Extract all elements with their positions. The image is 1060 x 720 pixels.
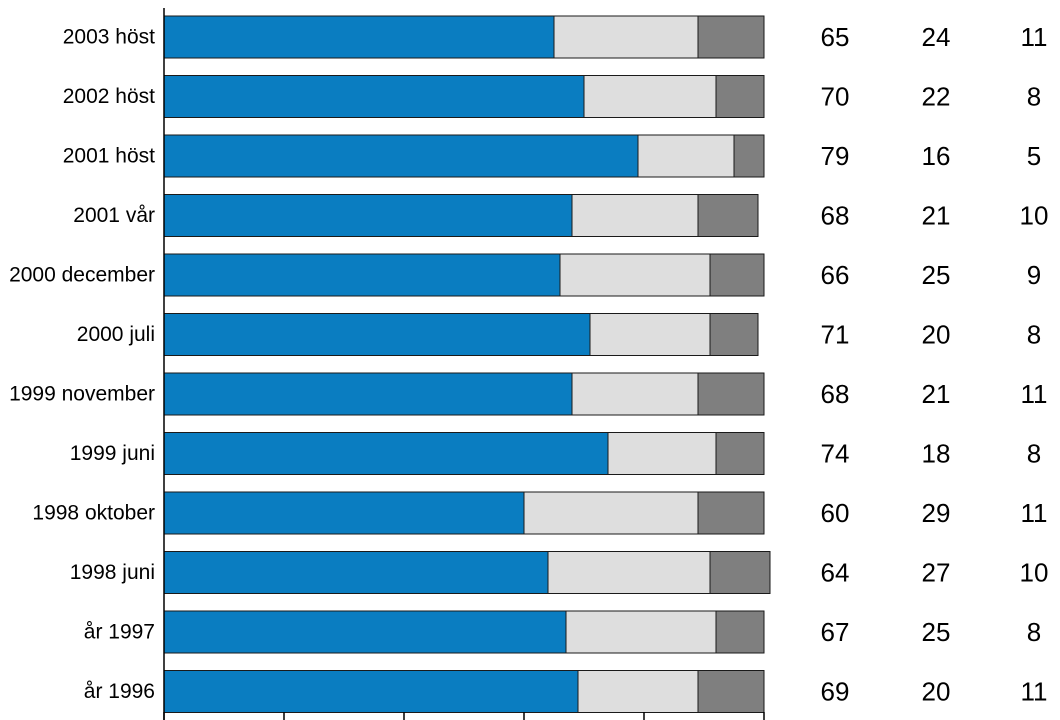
bar-segment-secondary bbox=[637, 134, 735, 178]
bar-segment-tertiary bbox=[715, 610, 765, 654]
value-label-tertiary: 10 bbox=[1020, 201, 1049, 231]
value-label-secondary: 21 bbox=[922, 201, 951, 231]
bar-segment-secondary bbox=[571, 372, 699, 416]
bar-segment-secondary bbox=[583, 75, 717, 118]
bar-segment-primary bbox=[163, 75, 585, 118]
category-label: 1998 juni bbox=[70, 561, 155, 584]
value-label-primary: 65 bbox=[821, 22, 850, 52]
category-label: 2001 höst bbox=[63, 145, 155, 168]
value-label-tertiary: 11 bbox=[1021, 22, 1048, 52]
bar-segment-tertiary bbox=[697, 194, 759, 237]
category-label: 2000 juli bbox=[77, 323, 155, 346]
value-label-primary: 69 bbox=[821, 677, 850, 707]
value-label-secondary: 20 bbox=[922, 320, 951, 350]
bar-segment-secondary bbox=[577, 670, 699, 713]
value-label-primary: 71 bbox=[821, 320, 850, 350]
value-label-tertiary: 8 bbox=[1027, 82, 1041, 112]
category-label: år 1996 bbox=[84, 680, 155, 703]
category-label: 2000 december bbox=[9, 264, 155, 287]
bar-segment-secondary bbox=[565, 610, 717, 654]
value-label-secondary: 27 bbox=[922, 558, 951, 588]
value-label-tertiary: 10 bbox=[1020, 558, 1049, 588]
value-label-tertiary: 11 bbox=[1021, 677, 1048, 707]
bar-segment-primary bbox=[163, 313, 591, 356]
bar-segment-tertiary bbox=[715, 75, 765, 118]
bar-segment-primary bbox=[163, 432, 609, 475]
category-label: 1999 juni bbox=[70, 442, 155, 465]
bar-segment-primary bbox=[163, 134, 639, 178]
bar-segment-secondary bbox=[607, 432, 717, 475]
value-label-primary: 70 bbox=[821, 82, 850, 112]
value-label-secondary: 25 bbox=[922, 617, 951, 647]
bar-segment-tertiary bbox=[697, 15, 765, 59]
bar-segment-tertiary bbox=[733, 134, 765, 178]
bar-segment-tertiary bbox=[697, 372, 765, 416]
axis-layer bbox=[163, 8, 765, 720]
bar-segment-secondary bbox=[523, 491, 699, 535]
value-label-primary: 64 bbox=[821, 558, 850, 588]
bar-segment-tertiary bbox=[715, 432, 765, 475]
value-label-tertiary: 11 bbox=[1021, 498, 1048, 528]
bar-segment-primary bbox=[163, 253, 561, 297]
value-label-primary: 74 bbox=[821, 439, 850, 469]
value-label-tertiary: 8 bbox=[1027, 617, 1041, 647]
bar-segment-tertiary bbox=[709, 313, 759, 356]
value-label-primary: 67 bbox=[821, 617, 850, 647]
value-label-tertiary: 8 bbox=[1027, 320, 1041, 350]
bar-segment-secondary bbox=[547, 551, 711, 594]
bar-segment-primary bbox=[163, 15, 555, 59]
value-label-secondary: 29 bbox=[922, 498, 951, 528]
bar-segment-tertiary bbox=[709, 551, 771, 594]
bar-segment-secondary bbox=[559, 253, 711, 297]
value-label-primary: 79 bbox=[821, 141, 850, 171]
bar-segment-tertiary bbox=[709, 253, 765, 297]
labels-layer: 2003 höst 65 24 11 2002 höst 70 22 8 2001 höst 79… bbox=[9, 22, 1048, 707]
bar-segment-secondary bbox=[553, 15, 699, 59]
bar-segment-primary bbox=[163, 670, 579, 713]
value-label-primary: 68 bbox=[821, 201, 850, 231]
value-label-secondary: 16 bbox=[922, 141, 951, 171]
value-label-secondary: 20 bbox=[922, 677, 951, 707]
bar-segment-secondary bbox=[571, 194, 699, 237]
value-label-primary: 68 bbox=[821, 379, 850, 409]
value-label-primary: 66 bbox=[821, 260, 850, 290]
bar-segment-tertiary bbox=[697, 670, 765, 713]
bar-segment-secondary bbox=[589, 313, 711, 356]
bar-segment-primary bbox=[163, 491, 525, 535]
bar-segment-tertiary bbox=[697, 491, 765, 535]
value-label-primary: 60 bbox=[821, 498, 850, 528]
bar-segment-primary bbox=[163, 372, 573, 416]
value-label-tertiary: 5 bbox=[1027, 141, 1041, 171]
category-label: år 1997 bbox=[84, 621, 155, 644]
bar-segment-primary bbox=[163, 194, 573, 237]
bars-layer bbox=[163, 15, 771, 713]
value-label-secondary: 22 bbox=[922, 82, 951, 112]
value-label-tertiary: 8 bbox=[1027, 439, 1041, 469]
category-label: 1998 oktober bbox=[32, 502, 155, 525]
value-label-secondary: 24 bbox=[922, 22, 951, 52]
category-label: 2002 höst bbox=[63, 85, 155, 108]
bar-segment-primary bbox=[163, 610, 567, 654]
category-label: 2001 vår bbox=[73, 204, 155, 227]
value-label-tertiary: 11 bbox=[1021, 379, 1048, 409]
bar-segment-primary bbox=[163, 551, 549, 594]
value-label-secondary: 18 bbox=[922, 439, 951, 469]
category-label: 1999 november bbox=[9, 383, 155, 406]
value-label-secondary: 25 bbox=[922, 260, 951, 290]
value-label-secondary: 21 bbox=[922, 379, 951, 409]
value-label-tertiary: 9 bbox=[1027, 260, 1041, 290]
category-label: 2003 höst bbox=[63, 26, 155, 49]
